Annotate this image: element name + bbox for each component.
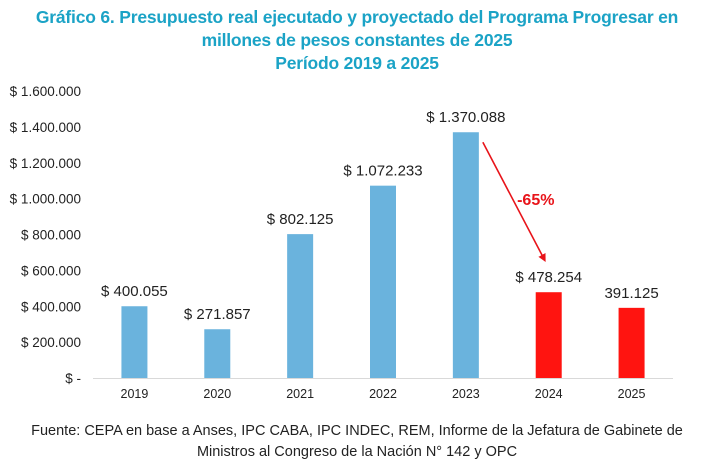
bar-2024 [535, 292, 562, 378]
data-label-2025: 391.125 [604, 285, 658, 302]
y-tick-label: $ - [65, 371, 81, 386]
y-tick-label: $ 800.000 [21, 228, 81, 243]
data-label-2020: $ 271.857 [184, 306, 251, 323]
source-line-1: Fuente: CEPA en base a Anses, IPC CABA, … [31, 423, 683, 439]
annotations: -65% [482, 141, 554, 262]
bar-2020 [204, 329, 231, 378]
data-label-2022: $ 1.072.233 [343, 163, 422, 180]
decline-arrow [482, 141, 546, 262]
y-tick-label: $ 400.000 [21, 299, 81, 314]
bars [121, 132, 645, 378]
y-tick-label: $ 600.000 [21, 263, 81, 278]
x-tick-label: 2022 [369, 387, 397, 401]
data-label-2024: $ 478.254 [515, 269, 582, 286]
data-label-2021: $ 802.125 [267, 211, 334, 228]
data-label-2019: $ 400.055 [101, 283, 168, 300]
y-tick-label: $ 1.400.000 [10, 120, 81, 135]
bar-2025 [618, 307, 645, 378]
y-tick-label: $ 1.200.000 [10, 156, 81, 171]
x-tick-label: 2024 [535, 387, 563, 401]
y-tick-label: $ 1.600.000 [10, 84, 81, 99]
x-tick-label: 2025 [618, 387, 646, 401]
decline-annotation-label: -65% [517, 192, 554, 209]
chart-title-line-1: Gráfico 6. Presupuesto real ejecutado y … [35, 7, 679, 27]
x-axis: 2019 2020 2021 2022 2023 2024 2025 [93, 378, 673, 401]
bar-2021 [287, 234, 314, 378]
y-tick-label: $ 200.000 [21, 335, 81, 350]
y-axis: $ - $ 200.000 $ 400.000 $ 600.000 $ 800.000 $… [10, 84, 81, 386]
x-tick-label: 2020 [203, 387, 231, 401]
source-note: Fuente: CEPA en base a Anses, IPC CABA, … [0, 421, 714, 463]
x-tick-label: 2021 [286, 387, 314, 401]
data-labels: $ 400.055 $ 271.857 $ 802.125 $ 1.072.233 $ … [101, 109, 659, 323]
bar-2022 [370, 185, 396, 378]
chart-title: Gráfico 6. Presupuesto real ejecutado y … [0, 6, 714, 75]
data-label-2023: $ 1.370.088 [426, 109, 505, 126]
source-line-2: Ministros al Congreso de la Nación N° 14… [196, 444, 518, 460]
x-tick-label: 2019 [121, 387, 149, 401]
y-tick-label: $ 1.000.000 [10, 192, 81, 207]
chart-subtitle: Período 2019 a 2025 [275, 53, 439, 73]
chart-title-line-2: millones de pesos constantes de 2025 [201, 30, 513, 50]
bar-2019 [121, 306, 148, 378]
x-tick-label: 2023 [452, 387, 480, 401]
bar-2023 [452, 132, 479, 378]
